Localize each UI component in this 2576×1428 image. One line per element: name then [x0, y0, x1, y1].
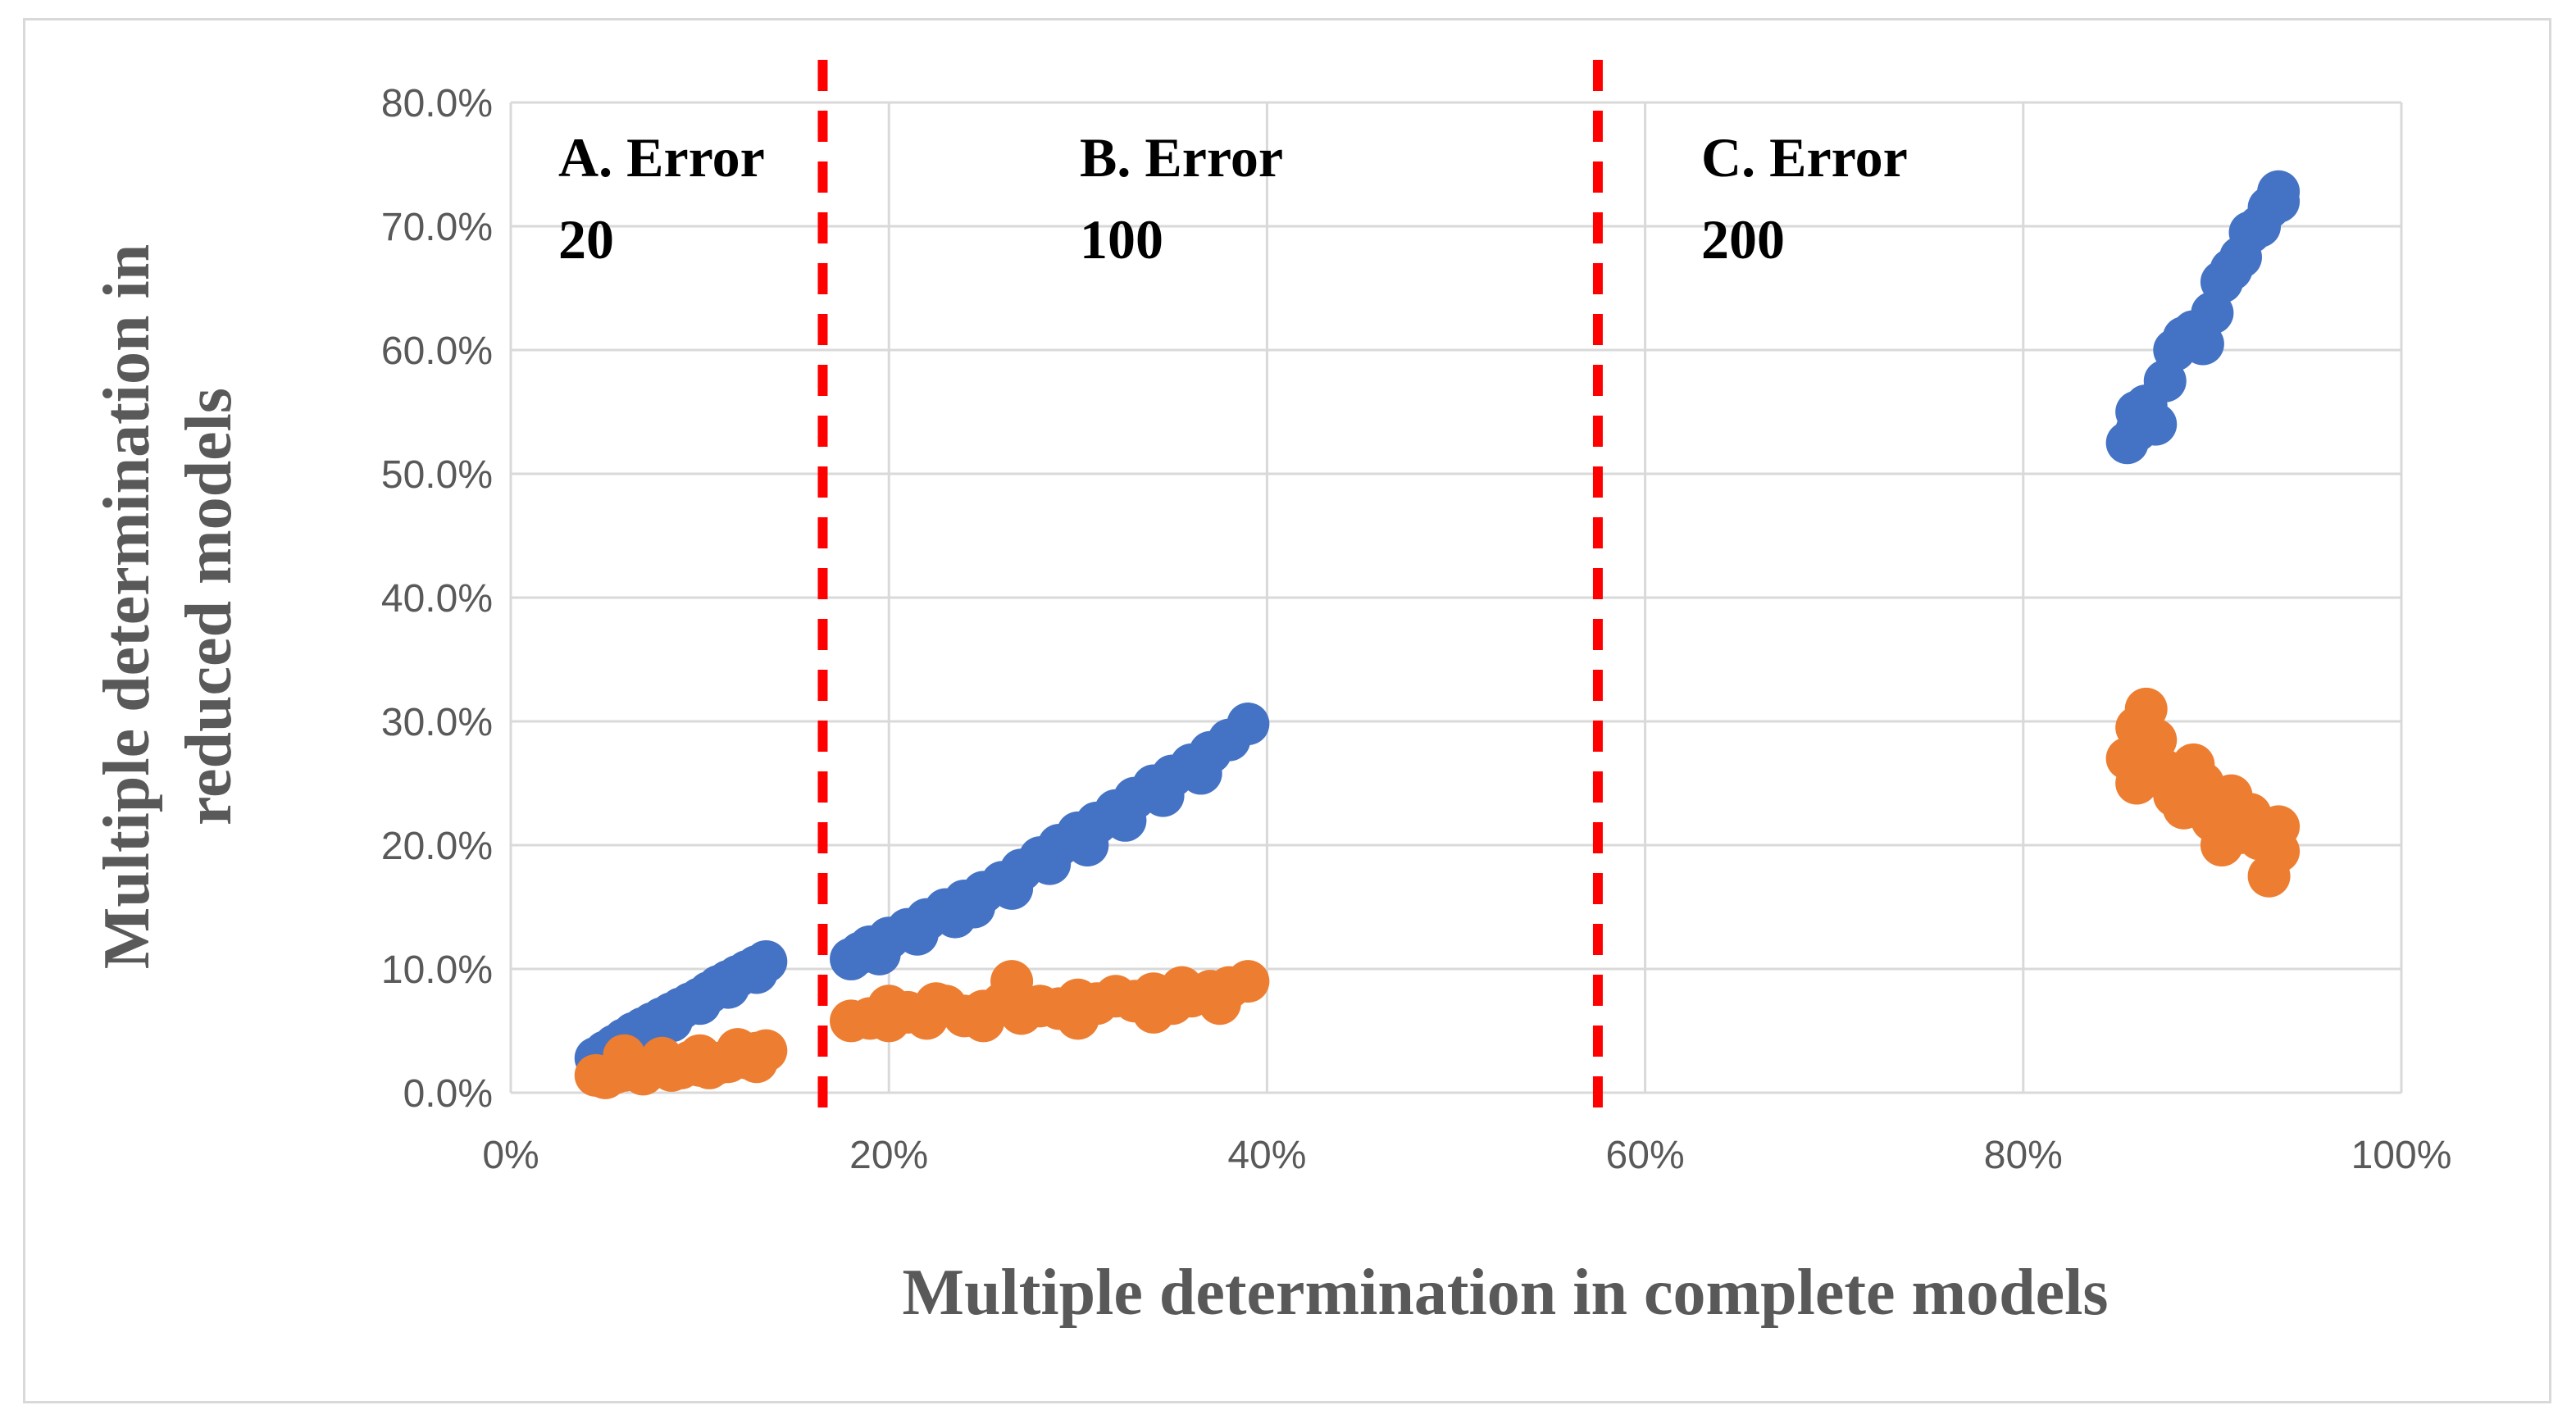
series-2-point — [1132, 990, 1176, 1034]
x-tick-label: 60% — [1606, 1134, 1685, 1177]
x-tick-label: 40% — [1227, 1134, 1306, 1177]
series-1-point — [1179, 752, 1222, 795]
y-tick-label: 60.0% — [381, 330, 493, 373]
series-2-point — [1160, 966, 1204, 1009]
region-labels: A. Error 20 B. Error 100 C. Error 200 — [558, 126, 1908, 271]
y-tick-label: 70.0% — [381, 206, 493, 249]
y-tick-label: 50.0% — [381, 453, 493, 497]
series-2-point — [1198, 982, 1241, 1026]
series-2-point — [1056, 997, 1099, 1040]
x-axis-title: Multiple determination in complete model… — [903, 1257, 2109, 1329]
series-2-point — [678, 1034, 721, 1077]
series-1-point — [990, 866, 1034, 910]
y-tick-label: 0.0% — [403, 1072, 493, 1116]
y-tick-label: 10.0% — [381, 948, 493, 992]
series-2-point — [914, 982, 958, 1026]
series-2-point — [2257, 830, 2301, 873]
x-tick-label: 100% — [2351, 1134, 2452, 1177]
series-2-point — [603, 1034, 646, 1077]
region-label-line-1: C. Error — [1701, 126, 1908, 189]
y-tick-label: 80.0% — [381, 82, 493, 125]
y-tick-label: 20.0% — [381, 825, 493, 868]
tick-labels: 0.0% 10.0% 20.0% 30.0% 40.0% 50.0% 60.0% 70.0% 8… — [381, 82, 2451, 1177]
chart-frame: 0.0% 10.0% 20.0% 30.0% 40.0% 50.0% 60.0% 70.0% 8… — [23, 18, 2551, 1403]
data-points — [574, 170, 2301, 1099]
region-label-line-1: A. Error — [558, 126, 765, 189]
series-1-point — [735, 951, 778, 994]
region-label-line-2: 200 — [1701, 208, 1785, 271]
series-2-point — [990, 960, 1034, 1003]
series-1-point — [1104, 798, 1147, 842]
series-1-point — [2257, 170, 2301, 213]
series-1-point — [895, 912, 939, 956]
y-tick-label: 40.0% — [381, 577, 493, 621]
series-2-point — [867, 985, 911, 1028]
y-axis-title-line-2: reduced models — [173, 388, 245, 825]
region-label-line-2: 100 — [1080, 208, 1163, 271]
scatter-chart: 0.0% 10.0% 20.0% 30.0% 40.0% 50.0% 60.0% 70.0% 8… — [91, 60, 2451, 1329]
series-2-point — [962, 999, 1005, 1043]
series-1-point — [2134, 402, 2178, 446]
series-1-point — [1066, 824, 1109, 866]
grid-lines — [509, 101, 2403, 1094]
y-axis-title-line-1: Multiple determination in — [91, 244, 163, 969]
series-2-point — [640, 1036, 684, 1080]
series-1-point — [858, 932, 901, 975]
x-tick-label: 20% — [849, 1134, 928, 1177]
x-tick-label: 80% — [1984, 1134, 2063, 1177]
region-label-line-2: 20 — [558, 208, 614, 271]
series-1-point — [1227, 703, 1270, 746]
series-1-point — [952, 885, 995, 929]
region-dividers — [817, 60, 1603, 1109]
series-2-point — [735, 1040, 778, 1084]
y-tick-label: 30.0% — [381, 701, 493, 744]
region-label-line-1: B. Error — [1080, 126, 1283, 189]
series-1-point — [1141, 774, 1185, 817]
x-tick-label: 0% — [482, 1134, 539, 1177]
series-1-point — [1028, 842, 1072, 885]
